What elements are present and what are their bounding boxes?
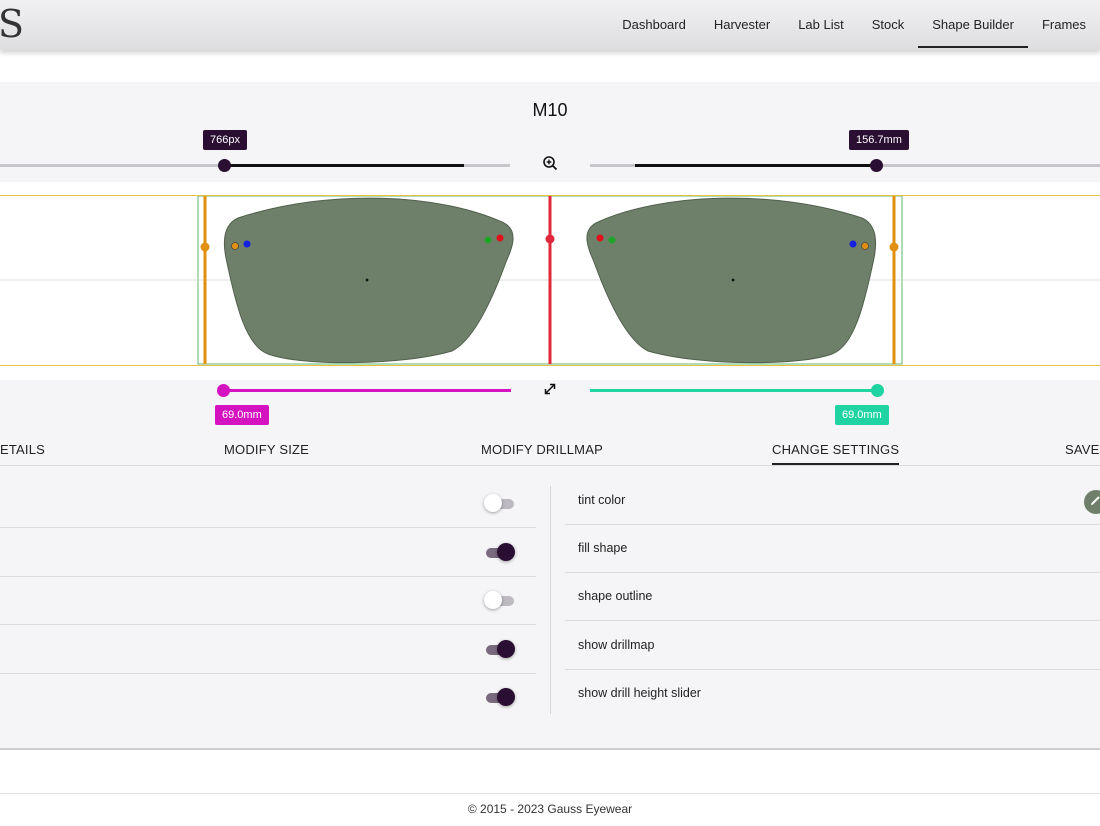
- shape-preview: [0, 195, 1100, 366]
- setting-row: tint color: [565, 476, 1100, 525]
- drill-hole: [231, 242, 239, 250]
- toggle-switch-off[interactable]: [484, 494, 514, 512]
- setting-label: tint color: [578, 493, 626, 507]
- tab-save[interactable]: SAVE S: [1065, 442, 1100, 457]
- copyright-text: © 2015 - 2023 Gauss Eyewear: [467, 802, 633, 816]
- setting-row: fill shape: [565, 524, 1100, 573]
- tab-change-settings[interactable]: CHANGE SETTINGS: [772, 432, 900, 465]
- toggle-knob: [497, 688, 515, 706]
- slider-thumb[interactable]: [217, 384, 230, 397]
- lens-shape-canvas[interactable]: [0, 195, 1100, 365]
- toggle-row: [0, 576, 536, 625]
- nav-lab-list[interactable]: Lab List: [798, 17, 844, 32]
- zoom-in-icon[interactable]: [538, 154, 562, 178]
- nav-dashboard[interactable]: Dashboard: [622, 17, 686, 32]
- column-divider: [550, 486, 551, 714]
- settings-panel: tint color fill shape shape outline show…: [0, 466, 1100, 750]
- main-nav: Dashboard Harvester Lab List Stock Shape…: [608, 0, 1100, 50]
- toggle-knob: [484, 591, 502, 609]
- drill-hole: [849, 240, 857, 248]
- toggle-switch-on[interactable]: [484, 640, 515, 658]
- slider-thumb[interactable]: [870, 159, 883, 172]
- toggle-row: [0, 625, 536, 674]
- toggle-knob: [497, 543, 515, 561]
- nav-stock[interactable]: Stock: [871, 17, 905, 32]
- drill-hole: [243, 240, 251, 248]
- right-lens-shape: [586, 197, 877, 364]
- toggle-switch-on[interactable]: [484, 688, 515, 706]
- slider-fill: [635, 164, 876, 167]
- tab-modify-drillmap[interactable]: MODIFY DRILLMAP: [481, 442, 603, 457]
- shape-title: M10: [532, 100, 568, 120]
- toggle-switch-off[interactable]: [484, 591, 514, 609]
- toggle-row: [0, 673, 536, 721]
- setting-row: show drillmap: [565, 621, 1100, 670]
- expand-diagonal-icon[interactable]: [538, 379, 562, 403]
- shape-tabs: ETAILS MODIFY SIZE MODIFY DRILLMAP CHANG…: [0, 432, 1100, 466]
- left-lens-center: [365, 278, 369, 282]
- pencil-icon[interactable]: [1084, 490, 1100, 514]
- setting-label: show drill height slider: [578, 686, 701, 700]
- slider-value-tooltip: 69.0mm: [835, 405, 889, 425]
- nav-harvester[interactable]: Harvester: [713, 17, 771, 32]
- brand-logo[interactable]: S: [0, 2, 25, 46]
- tab-details[interactable]: ETAILS: [0, 442, 46, 457]
- right-edge-handle: [889, 242, 899, 252]
- toggle-knob: [484, 494, 502, 512]
- bridge-handle: [545, 234, 555, 244]
- setting-row: shape outline: [565, 572, 1100, 621]
- toggle-switch-on[interactable]: [484, 543, 515, 561]
- slider-fill: [224, 164, 464, 167]
- nav-frames[interactable]: Frames: [1041, 17, 1086, 32]
- right-lens-center: [731, 278, 735, 282]
- slider-value-tooltip: 766px: [203, 130, 247, 150]
- setting-label: show drillmap: [578, 638, 655, 652]
- drill-hole: [484, 236, 492, 244]
- top-bar: S Dashboard Harvester Lab List Stock Sha…: [0, 0, 1100, 50]
- drill-hole: [861, 242, 869, 250]
- slider-value-tooltip: 69.0mm: [215, 405, 269, 425]
- setting-label: fill shape: [578, 541, 628, 555]
- drill-hole: [496, 234, 504, 242]
- slider-fill: [590, 389, 877, 392]
- slider-value-tooltip: 156.7mm: [849, 130, 909, 150]
- tab-modify-size[interactable]: MODIFY SIZE: [224, 442, 310, 457]
- drill-hole: [596, 234, 604, 242]
- setting-label: shape outline: [578, 589, 653, 603]
- drill-hole: [608, 236, 616, 244]
- slider-thumb[interactable]: [218, 159, 231, 172]
- left-lens-shape: [223, 197, 514, 364]
- toggle-knob: [497, 640, 515, 658]
- nav-shape-builder[interactable]: Shape Builder: [918, 0, 1028, 48]
- left-edge-handle: [200, 242, 210, 252]
- toggle-row: [0, 528, 536, 577]
- setting-row: show drill height slider: [565, 669, 1100, 717]
- toggle-row: [0, 479, 536, 528]
- slider-fill: [223, 389, 511, 392]
- slider-thumb[interactable]: [871, 384, 884, 397]
- footer: © 2015 - 2023 Gauss Eyewear: [0, 793, 1100, 826]
